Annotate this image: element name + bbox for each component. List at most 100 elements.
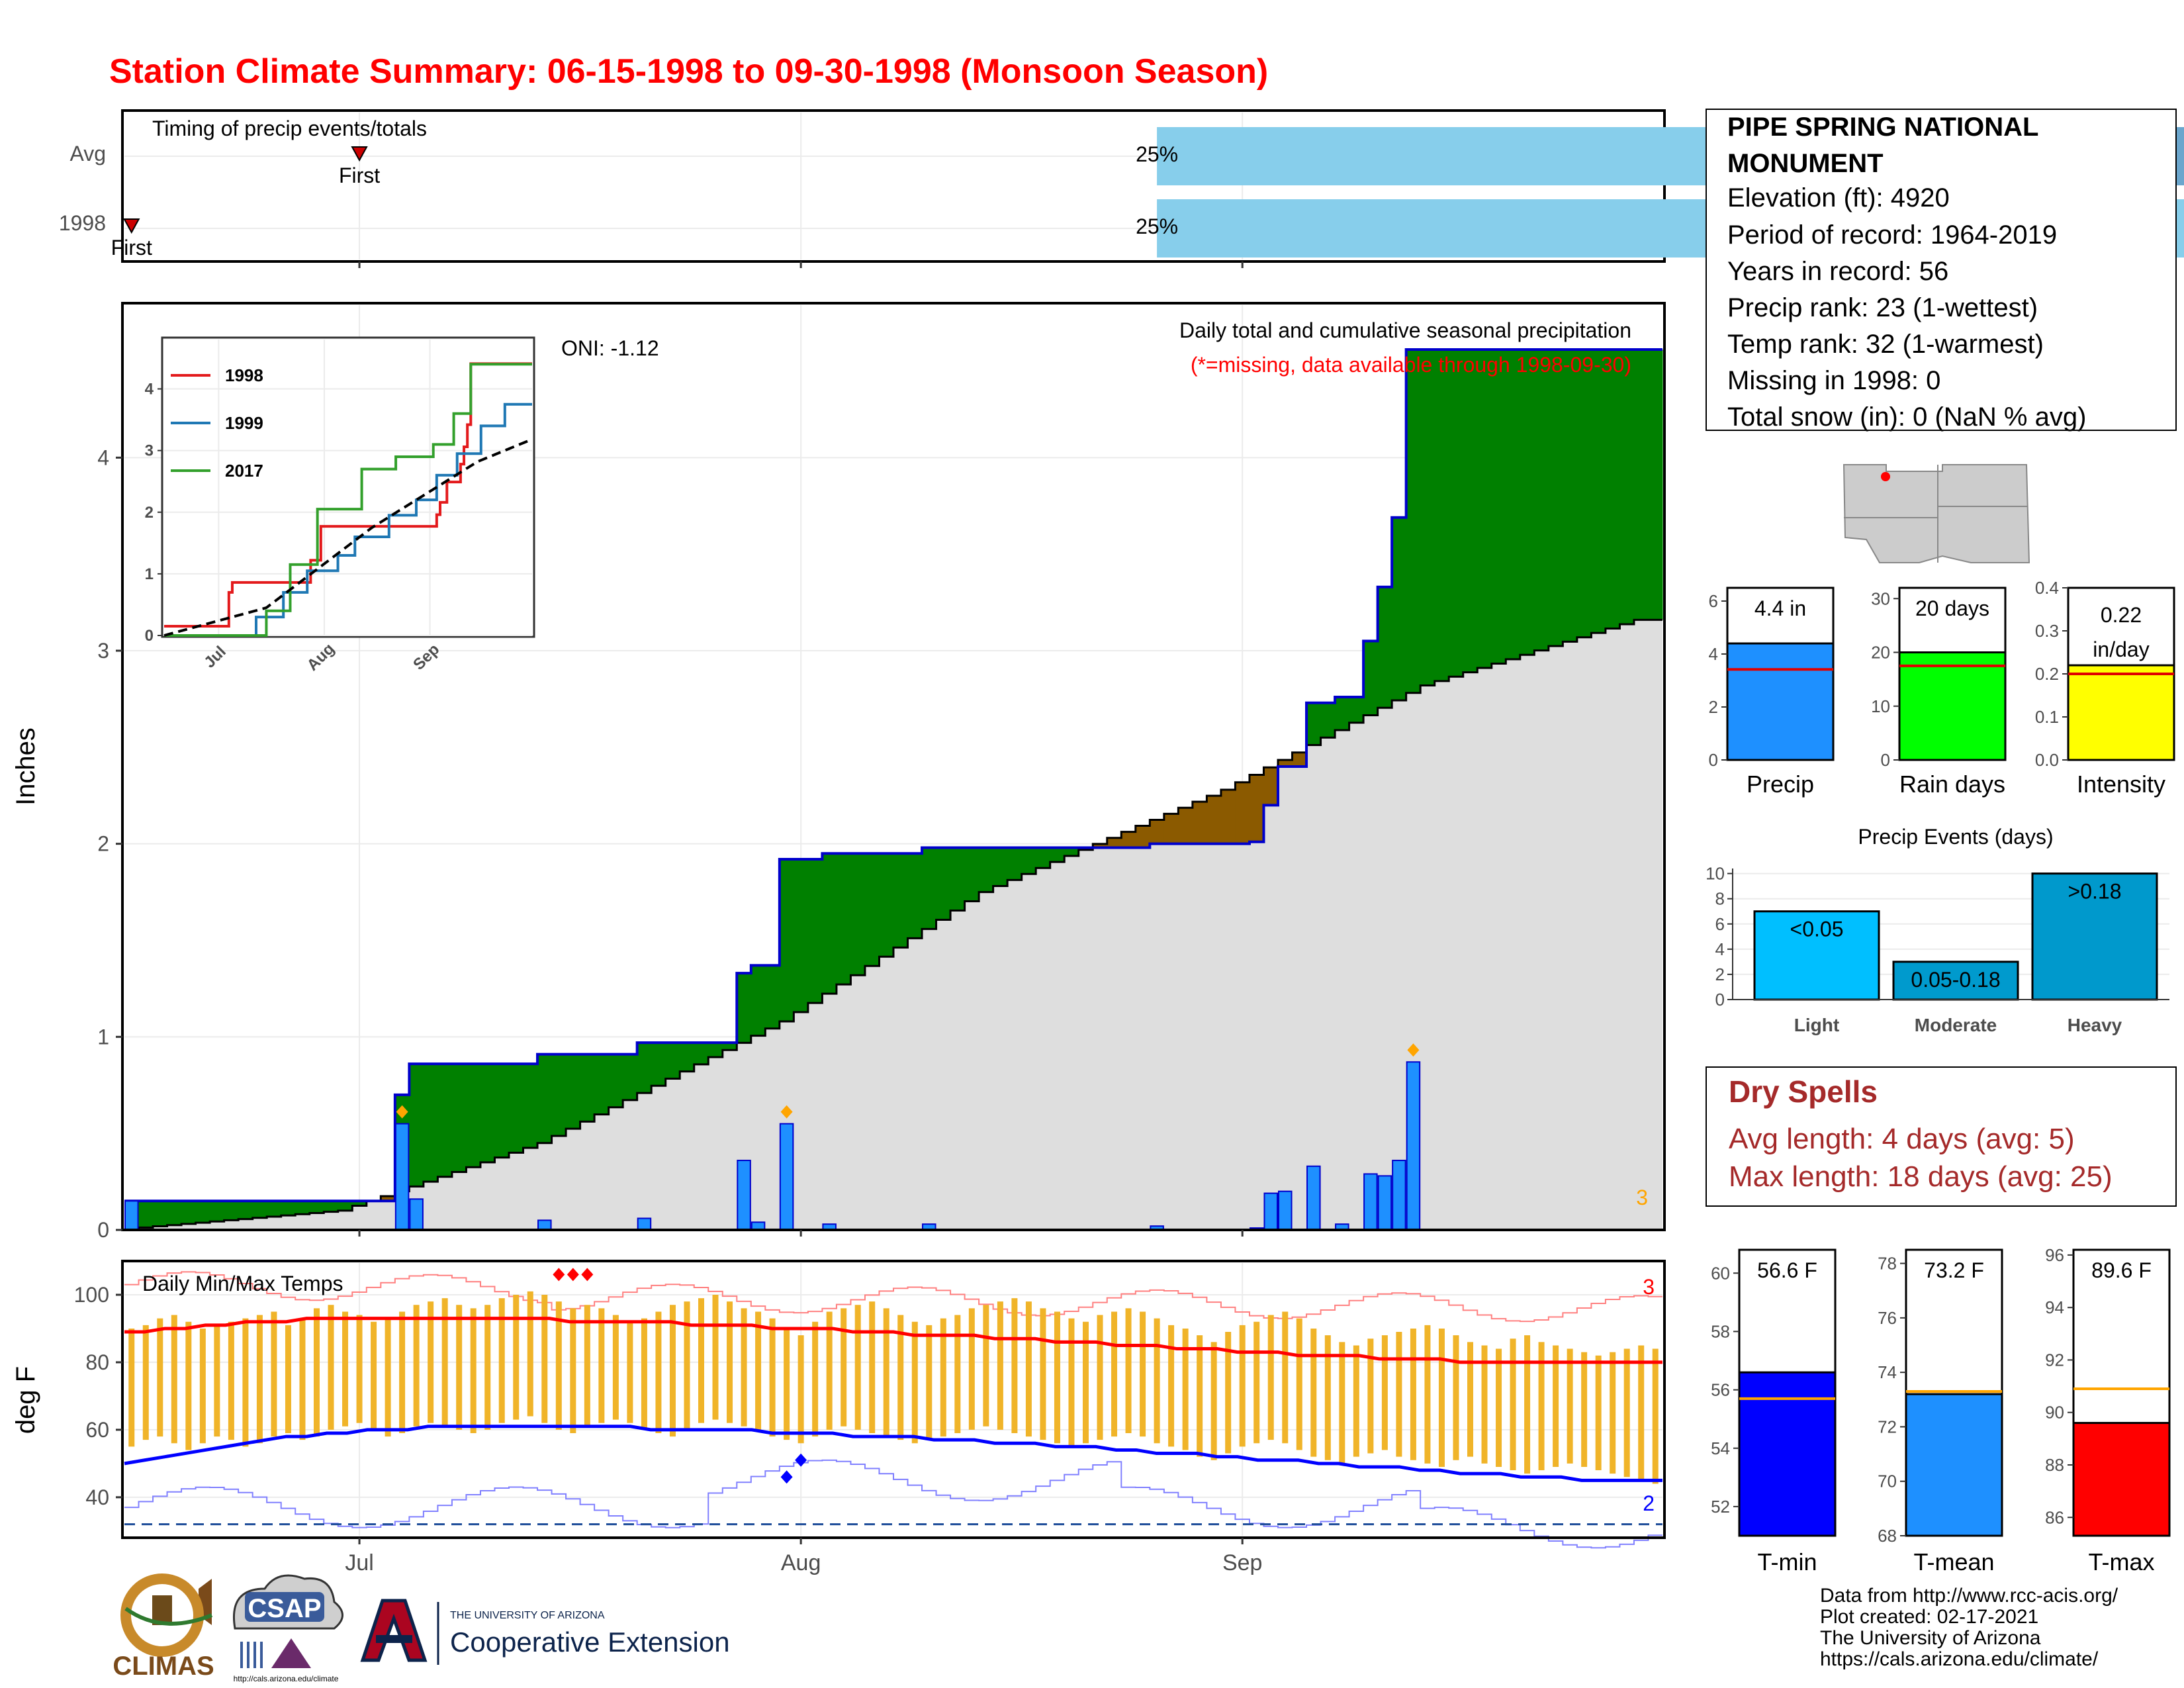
below-normal-fill-82	[1292, 752, 1307, 767]
below-normal-fill-81	[1278, 760, 1293, 767]
below-normal-fill-71	[1135, 825, 1150, 848]
temp-bar-value-0: 56.6 F	[1757, 1258, 1817, 1282]
station-elevation: Elevation (ft): 4920	[1727, 183, 1950, 212]
temp-bar-tick-label-0-2: 56	[1711, 1380, 1730, 1400]
events-tick-label-4: 8	[1715, 889, 1725, 909]
precip-ytick-label-3: 3	[97, 639, 109, 663]
event-bar-text-0: <0.05	[1790, 917, 1844, 941]
above-normal-fill-42	[722, 1043, 737, 1051]
inset-climo-line	[163, 439, 529, 637]
above-normal-fill-31	[566, 1054, 581, 1129]
summary-label-1: Rain days	[1899, 771, 2005, 798]
daily-precip-bar-87	[1363, 1173, 1378, 1231]
temp-bar-tick-label-1-5: 78	[1878, 1254, 1897, 1274]
above-normal-fill-65	[1050, 847, 1065, 863]
events-tick-label-2: 4	[1715, 939, 1725, 959]
station-years: Years in record: 56	[1727, 257, 1948, 286]
above-normal-fill-83	[1306, 702, 1322, 745]
csap-logo-text: CSAP	[248, 1594, 321, 1623]
temp-bar-tick-label-2-4: 94	[2045, 1297, 2064, 1317]
above-normal-fill-97	[1506, 350, 1521, 659]
temp-title: Daily Min/Max Temps	[142, 1272, 343, 1295]
above-normal-fill-26	[494, 1064, 510, 1158]
timing-first-marker-0	[351, 146, 368, 162]
temp-bar-tick-label-0-3: 58	[1711, 1321, 1730, 1341]
below-normal-fill-72	[1150, 820, 1165, 844]
summary-tick-label-2-3: 0.3	[2035, 621, 2059, 641]
above-normal-fill-33	[594, 1054, 610, 1115]
above-normal-fill-63	[1021, 847, 1036, 874]
summary-bar-0	[1726, 642, 1835, 761]
month-label-1: Aug	[781, 1550, 821, 1575]
record-high-envelope	[124, 1271, 1662, 1323]
temp-ylabel: deg F	[11, 1366, 40, 1434]
temp-ytick-label-3: 100	[74, 1283, 109, 1307]
above-normal-fill-25	[480, 1064, 496, 1162]
temp-bar-tick-label-0-0: 52	[1711, 1497, 1730, 1517]
event-bar-1	[1892, 961, 2019, 1001]
daily-precip-bar-89	[1392, 1160, 1406, 1231]
record-high-marker-0	[553, 1268, 565, 1282]
below-normal-fill-77	[1220, 790, 1236, 844]
precip-ylabel: Inches	[11, 727, 40, 806]
temp-bar-tick-label-2-5: 96	[2045, 1245, 2064, 1265]
above-normal-fill-22	[437, 1064, 453, 1177]
above-normal-fill-66	[1064, 847, 1079, 857]
summary-tick-label-2-2: 0.2	[2035, 664, 2059, 684]
summary-label-2: Intensity	[2077, 771, 2165, 798]
above-normal-fill-84	[1320, 702, 1336, 738]
above-normal-fill-40	[694, 1043, 709, 1064]
above-normal-fill-24	[466, 1064, 481, 1168]
summary-bar-2	[2067, 664, 2175, 761]
inset-legend-label-0: 1998	[225, 365, 263, 385]
precip-subtitle: Daily total and cumulative seasonal prec…	[1179, 318, 1631, 342]
summary-tick-label-1-0: 0	[1881, 750, 1890, 770]
timing-p25-0: 25%	[1136, 142, 1178, 166]
temp-bar-label-1: T-mean	[1913, 1548, 1994, 1575]
precip-corner-count: 3	[1636, 1186, 1648, 1209]
event-label-0: Light	[1794, 1015, 1839, 1035]
above-normal-fill-62	[1007, 847, 1023, 880]
above-normal-fill-41	[708, 1043, 723, 1058]
above-normal-fill-34	[608, 1054, 623, 1107]
summary-bar-charts: 0 2 4 6 4.4 in Precip 0 10 20 30 20 days Rain days 0…	[1709, 578, 2175, 798]
above-normal-fill-50	[836, 853, 852, 985]
daily-precip-bar-19	[394, 1123, 410, 1231]
record-precip-marker-1	[780, 1105, 793, 1119]
temp-ytick-label-1: 60	[85, 1418, 109, 1442]
summary-bar-1	[1898, 651, 2007, 761]
daily-precip-bar-46	[779, 1123, 794, 1231]
record-precip-marker-0	[396, 1105, 408, 1119]
record-low-marker-1	[795, 1453, 807, 1467]
summary-tick-label-2-4: 0.4	[2035, 578, 2059, 598]
summary-tick-label-0-0: 0	[1709, 750, 1718, 770]
dry-spells-title: Dry Spells	[1729, 1074, 1878, 1109]
above-normal-fill-35	[623, 1054, 638, 1100]
temp-bar-tick-label-1-0: 68	[1878, 1526, 1897, 1546]
climo-max-line	[124, 1317, 1662, 1364]
above-normal-fill-49	[822, 853, 837, 994]
above-normal-fill-23	[451, 1064, 467, 1172]
summary-tick-label-0-2: 4	[1709, 644, 1718, 664]
footer: Data from http://www.rcc-acis.org/ Plot …	[1820, 1585, 2118, 1670]
summary-tick-label-2-0: 0.0	[2035, 750, 2059, 770]
daily-precip-bar-81	[1278, 1190, 1293, 1231]
summary-tick-label-0-3: 6	[1709, 591, 1718, 611]
daily-precip-bar-20	[409, 1198, 424, 1231]
station-snow: Total snow (in): 0 (NaN % avg)	[1727, 402, 2086, 432]
summary-value-2: 0.22	[2101, 603, 2142, 627]
above-normal-fill-48	[807, 859, 823, 1004]
above-normal-fill-1	[138, 1201, 154, 1228]
ua-big-text: Cooperative Extension	[450, 1626, 730, 1658]
record-high-marker-2	[581, 1268, 594, 1282]
temp-bar-tick-label-2-1: 88	[2045, 1455, 2064, 1475]
above-normal-fill-6	[210, 1201, 225, 1222]
above-normal-fill-88	[1377, 586, 1392, 708]
temp-bar-tick-label-1-1: 70	[1878, 1472, 1897, 1491]
inset-ytick-label-2: 2	[145, 504, 154, 522]
above-normal-fill-96	[1491, 350, 1506, 664]
daily-precip-bar-0	[124, 1200, 139, 1231]
ua-small-text: THE UNIVERSITY OF ARIZONA	[450, 1610, 605, 1621]
events-tick-label-1: 2	[1715, 964, 1725, 984]
temp-bar-tick-label-1-2: 72	[1878, 1417, 1897, 1436]
